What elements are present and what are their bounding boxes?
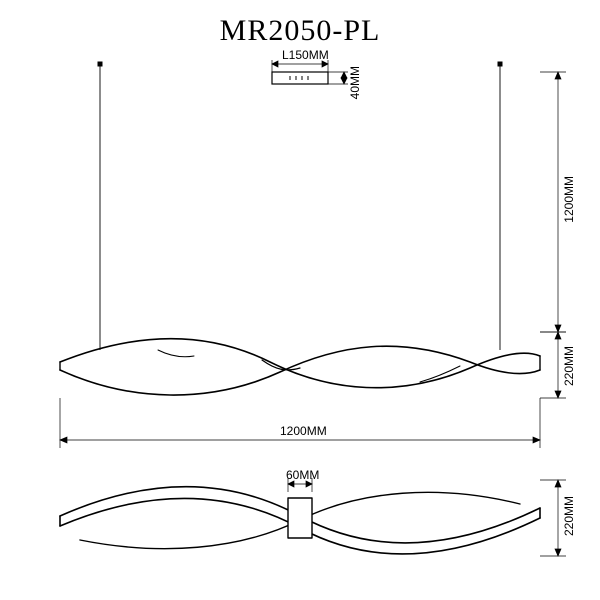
label-canopy-width: L150MM (282, 48, 329, 62)
canopy-rect (272, 72, 328, 84)
label-overall-width: 1200MM (280, 424, 327, 438)
label-lower-body-height: 220MM (562, 496, 576, 536)
upper-fixture (60, 339, 540, 395)
label-canopy-height: 40MM (348, 66, 362, 99)
dim-overall-width (60, 398, 540, 448)
label-stem-width: 60MM (286, 468, 319, 482)
lower-fixture (60, 487, 540, 554)
label-upper-body-height: 220MM (562, 346, 576, 386)
drawing-svg (0, 0, 600, 600)
label-drop-height: 1200MM (562, 176, 576, 223)
technical-drawing: MR2050-PL (0, 0, 600, 600)
dim-canopy-height (328, 72, 348, 84)
